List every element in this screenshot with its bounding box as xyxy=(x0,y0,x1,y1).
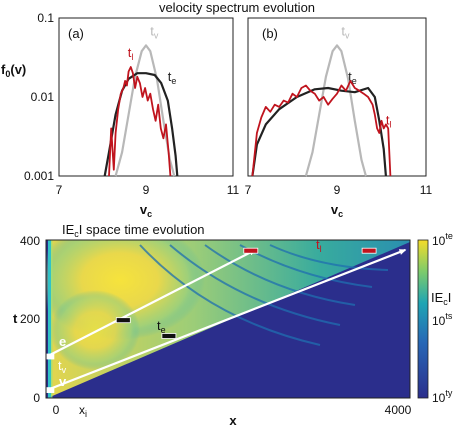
heatmap-filaments xyxy=(139,244,389,346)
panel-a-ytick-0: 0.1 xyxy=(37,11,54,25)
heatmap-marker-0 xyxy=(46,353,55,360)
heatmap-marker-1 xyxy=(46,387,55,394)
panel-a-xtick-0: 7 xyxy=(56,183,63,197)
panel-a-series-tv-label: tv xyxy=(150,24,159,41)
heatmap-title: IEcI space time evolution xyxy=(62,222,205,239)
annotation-t-l: tl xyxy=(316,237,322,254)
panel-a: tv te tl (a) 0.1 0.01 0.001 7 9 11 vc f0(v… xyxy=(1,11,240,219)
heatmap-markers xyxy=(46,247,377,394)
heatmap-ytick-1: 200 xyxy=(20,312,40,326)
panel-b-frame xyxy=(247,17,427,177)
annotation-e: e xyxy=(59,334,66,349)
annotation-t-e: te xyxy=(157,318,166,335)
panel-b-xtick-2: 11 xyxy=(420,183,433,197)
heatmap-ytick-2: 0 xyxy=(33,391,40,405)
heatmap-xlabel: x xyxy=(229,413,237,428)
panel-b-series: tv te tl xyxy=(251,24,392,177)
heatmap-source-strip xyxy=(48,240,51,398)
spectrum-title: velocity spectrum evolution xyxy=(159,0,315,15)
heatmap-ylabel: t xyxy=(13,311,18,326)
panel-b-xlabel: vc xyxy=(331,202,343,219)
heatmap-frame xyxy=(45,239,411,399)
colorbar xyxy=(417,239,429,399)
panel-a-series-tv-line xyxy=(114,44,176,177)
panel-b-series-tv-label: tv xyxy=(341,24,350,41)
heatmap-xtick-0: 0 xyxy=(53,403,60,417)
panel-a-frame xyxy=(58,17,234,177)
panel-a-series-tl-line xyxy=(108,66,172,177)
heatmap xyxy=(46,240,410,398)
colorbar-tick-bottom: 10ty xyxy=(432,388,453,405)
heatmap-marker-3 xyxy=(161,333,177,339)
panel-b-xtick-1: 9 xyxy=(334,183,341,197)
heatmap-hotspot-2 xyxy=(50,290,140,370)
annotation-v: v xyxy=(59,374,67,389)
annotation-t-v: tv xyxy=(58,358,67,375)
panel-b-series-te-line xyxy=(251,86,387,177)
heatmap-arrow-0 xyxy=(46,248,257,358)
panel-b-series-te-label: te xyxy=(348,69,357,86)
panel-a-xtick-1: 9 xyxy=(143,183,150,197)
panel-b-series-tl-line xyxy=(251,80,392,177)
panel-a-xlabel: vc xyxy=(140,202,152,219)
heatmap-marker-4 xyxy=(243,247,259,254)
panel-b: tv te tl (b) 7 9 11 vc xyxy=(245,17,433,219)
colorbar-label: IEcI xyxy=(431,290,451,307)
panel-a-label: (a) xyxy=(68,26,84,41)
heatmap-ytick-0: 400 xyxy=(20,234,40,248)
colorbar-tick-mid: 10ts xyxy=(432,311,453,328)
panel-a-ylabel: f0(v) xyxy=(1,62,26,79)
panel-b-series-tv-line xyxy=(304,44,367,177)
heatmap-source-line xyxy=(51,240,53,398)
heatmap-marker-2 xyxy=(115,317,131,324)
panel-a-ytick-2: 0.001 xyxy=(24,169,54,183)
heatmap-marker-5 xyxy=(361,247,377,254)
heatmap-xtick-2: 4000 xyxy=(385,403,412,417)
panel-a-series-tl-label: tl xyxy=(128,45,134,62)
heatmap-arrow-1 xyxy=(46,248,407,392)
panel-a-ytick-1: 0.01 xyxy=(31,90,55,104)
panel-a-series-te-line xyxy=(103,72,179,177)
panel-b-label: (b) xyxy=(262,26,278,41)
heatmap-arrows xyxy=(46,248,407,392)
panel-a-xtick-2: 11 xyxy=(227,183,240,197)
panel-b-series-tl-label: tl xyxy=(386,112,392,129)
heatmap-xtick-xi: xi xyxy=(79,403,87,419)
colorbar-tick-top: 10te xyxy=(432,231,453,248)
panel-a-series-te-label: te xyxy=(168,69,177,86)
panel-b-xtick-0: 7 xyxy=(245,183,252,197)
panel-a-series: tv te tl xyxy=(103,24,179,177)
